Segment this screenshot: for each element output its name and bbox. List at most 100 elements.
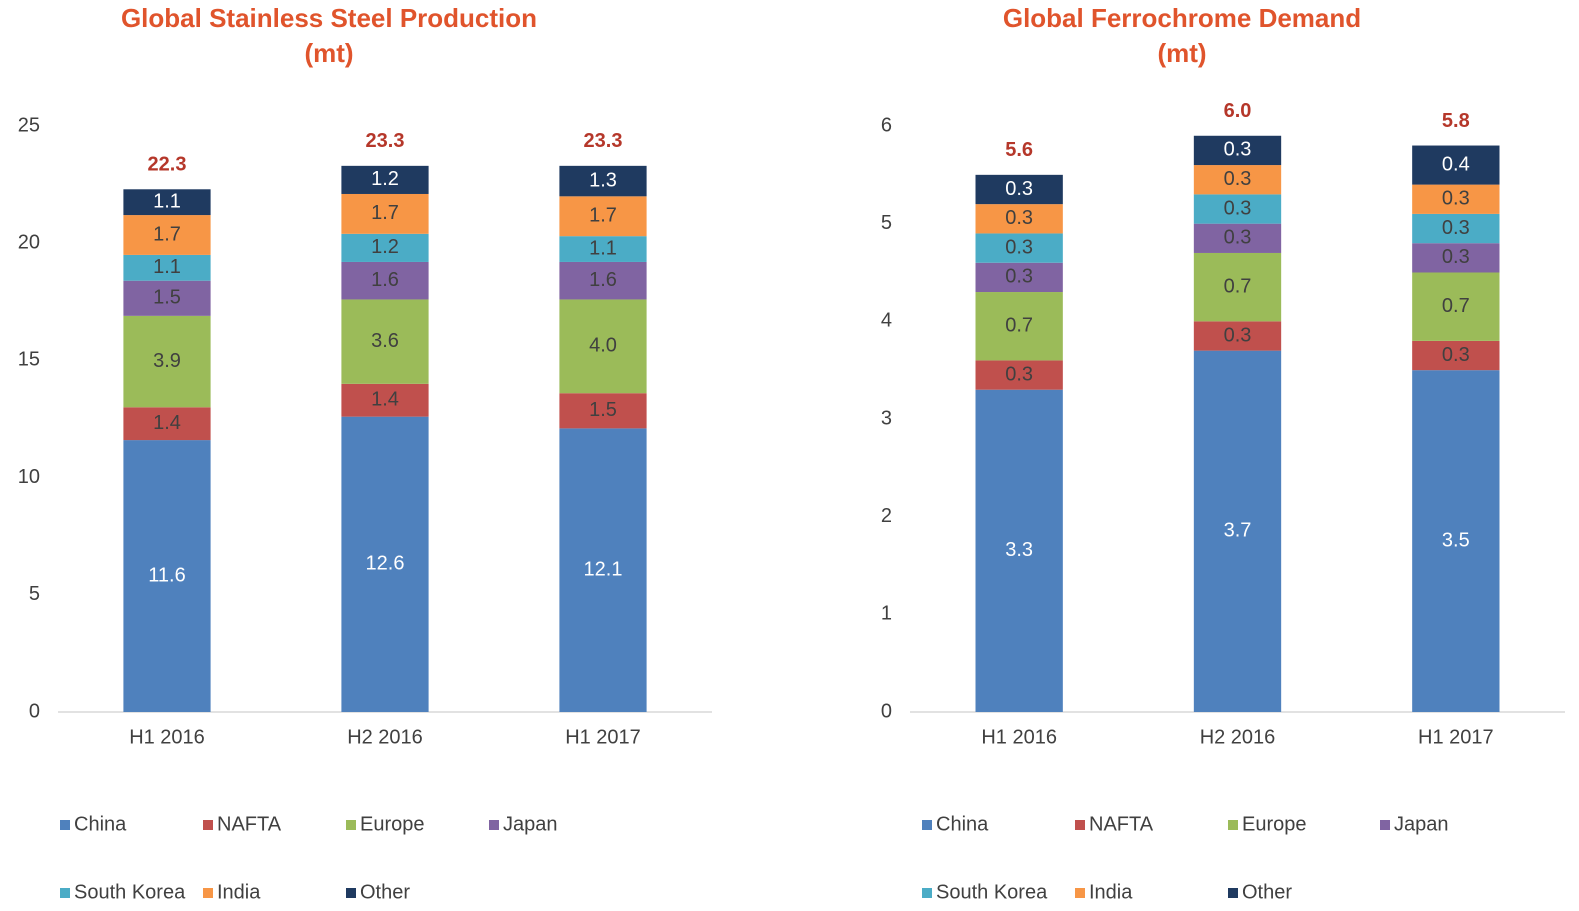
segment-label: 1.2 <box>371 168 399 190</box>
legend-label: NAFTA <box>1089 813 1154 835</box>
bar-segment <box>123 189 211 216</box>
bar-segment <box>1193 321 1282 351</box>
segment-label: 1.5 <box>153 287 181 309</box>
total-label: 23.3 <box>584 130 623 152</box>
y-tick-label: 2 <box>881 505 892 527</box>
bar-segment <box>1412 184 1500 214</box>
legend-swatch <box>1075 820 1085 830</box>
segment-label: 4.0 <box>589 335 617 357</box>
y-tick-label: 0 <box>29 700 40 722</box>
bar-segment <box>1193 165 1282 195</box>
segment-label: 1.1 <box>153 190 181 212</box>
total-label: 5.6 <box>1005 139 1033 161</box>
segment-label: 1.6 <box>589 269 617 291</box>
legend-swatch <box>60 888 70 898</box>
segment-label: 1.4 <box>153 412 181 434</box>
legend-label: India <box>217 881 261 903</box>
legend-swatch <box>203 888 213 898</box>
segment-label: 0.3 <box>1442 344 1470 366</box>
bar-segment <box>123 407 211 441</box>
y-tick-label: 0 <box>881 700 892 722</box>
bar-segment <box>123 280 211 316</box>
legend-label: China <box>74 813 127 835</box>
legend-label: NAFTA <box>217 813 282 835</box>
bar-segment <box>1412 145 1500 185</box>
bar-segment <box>123 215 211 255</box>
bar-segment <box>975 174 1063 205</box>
bar-segment <box>341 233 429 262</box>
x-tick-label: H1 2017 <box>565 726 641 748</box>
legend-label: South Korea <box>936 881 1048 903</box>
bar-segment <box>1193 252 1282 322</box>
segment-label: 0.7 <box>1005 314 1033 336</box>
y-tick-label: 10 <box>18 466 40 488</box>
legend-swatch <box>1228 820 1238 830</box>
y-tick-label: 5 <box>29 583 40 605</box>
segment-label: 0.7 <box>1224 275 1252 297</box>
segment-label: 1.4 <box>371 389 399 411</box>
legend-swatch <box>922 888 932 898</box>
bar-segment <box>341 383 429 417</box>
segment-label: 11.6 <box>148 564 185 586</box>
legend-swatch <box>60 820 70 830</box>
y-tick-label: 3 <box>881 407 892 429</box>
legend-swatch <box>203 820 213 830</box>
segment-label: 1.6 <box>371 269 399 291</box>
segment-label: 1.7 <box>589 205 617 227</box>
bar-segment <box>1412 272 1500 341</box>
bar-segment <box>1193 350 1282 712</box>
bar-segment <box>975 389 1063 712</box>
bar-segment <box>975 292 1063 361</box>
segment-label: 3.5 <box>1442 529 1470 551</box>
bar-segment <box>975 262 1063 293</box>
bar-segment <box>1412 243 1500 273</box>
bar-segment <box>123 254 211 281</box>
segment-label: 0.7 <box>1442 295 1470 317</box>
legend-swatch <box>346 888 356 898</box>
bar-segment <box>341 299 429 384</box>
chart-title: Global Ferrochrome Demand <box>1003 3 1361 33</box>
legend-swatch <box>346 820 356 830</box>
segment-label: 1.3 <box>589 169 617 191</box>
bar-segment <box>559 261 647 300</box>
bar-segment <box>1193 194 1282 224</box>
y-tick-label: 15 <box>18 349 40 371</box>
chart-subtitle: (mt) <box>304 38 353 68</box>
bar-segment <box>1412 370 1500 712</box>
segment-label: 0.3 <box>1224 139 1252 161</box>
bar-segment <box>123 315 211 408</box>
y-tick-label: 6 <box>881 114 892 136</box>
total-label: 6.0 <box>1224 100 1252 122</box>
x-tick-label: H1 2017 <box>1418 726 1494 748</box>
legend-label: Other <box>360 881 410 903</box>
bar-segment <box>1193 135 1282 166</box>
legend-label: Other <box>1242 881 1292 903</box>
x-tick-label: H1 2016 <box>981 726 1057 748</box>
bar-segment <box>975 360 1063 390</box>
total-label: 23.3 <box>366 130 405 152</box>
segment-label: 1.7 <box>153 223 181 245</box>
segment-label: 0.3 <box>1442 217 1470 239</box>
legend-swatch <box>922 820 932 830</box>
segment-label: 0.4 <box>1442 153 1470 175</box>
y-tick-label: 4 <box>881 310 892 332</box>
bar-segment <box>341 193 429 234</box>
bar-segment <box>975 204 1063 234</box>
segment-label: 1.7 <box>371 202 399 224</box>
segment-label: 0.3 <box>1005 236 1033 258</box>
segment-label: 0.3 <box>1224 227 1252 249</box>
segment-label: 1.1 <box>153 256 181 278</box>
y-tick-label: 20 <box>18 231 40 253</box>
bar-segment <box>341 416 429 712</box>
bar-segment <box>559 299 647 394</box>
bar-segment <box>559 196 647 237</box>
bar-segment <box>1412 213 1500 244</box>
bar-segment <box>1193 223 1282 253</box>
segment-label: 3.6 <box>371 330 399 352</box>
y-tick-label: 1 <box>881 603 892 625</box>
bar-segment <box>1412 340 1500 371</box>
legend-swatch <box>1228 888 1238 898</box>
bar-segment <box>123 440 211 712</box>
legend-label: South Korea <box>74 881 186 903</box>
legend-label: Japan <box>503 813 558 835</box>
